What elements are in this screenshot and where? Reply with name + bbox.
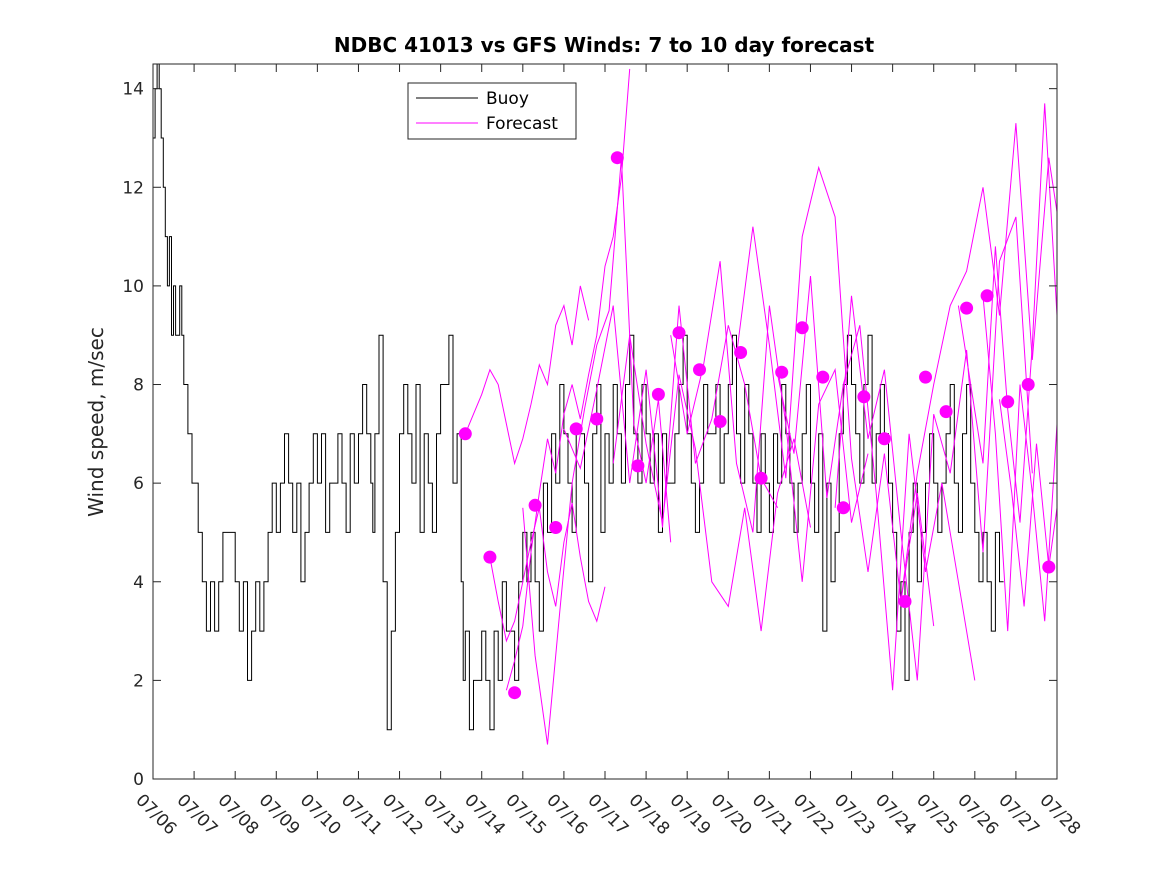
forecast-marker-point — [980, 289, 994, 303]
forecast-run-line-11 — [900, 123, 1057, 602]
forecast-run-line-5 — [563, 305, 779, 528]
y-tick-label: 4 — [133, 573, 144, 593]
forecast-marker-point — [939, 405, 953, 419]
forecast-marker-point — [1001, 395, 1015, 409]
forecast-run-line-3 — [505, 68, 631, 691]
x-tick-label: 07/24 — [871, 790, 920, 839]
x-tick-label: 07/11 — [337, 790, 386, 839]
forecast-marker-point — [569, 422, 583, 436]
x-tick-label: 07/16 — [542, 790, 591, 839]
forecast-marker-point — [508, 686, 522, 700]
x-tick-label: 07/18 — [625, 790, 674, 839]
forecast-marker-point — [877, 432, 891, 446]
forecast-run-line-2 — [489, 502, 606, 643]
data-layer — [153, 64, 1057, 745]
forecast-marker-point — [960, 301, 974, 315]
x-tick-label: 07/06 — [131, 790, 180, 839]
forecast-run-line-1 — [464, 285, 590, 466]
forecast-run-line-14 — [999, 399, 1057, 607]
buoy-series-line — [153, 64, 1004, 731]
x-tick-label: 07/23 — [830, 790, 879, 839]
chart-title: NDBC 41013 vs GFS Winds: 7 to 10 day for… — [334, 33, 875, 57]
forecast-marker-point — [754, 471, 768, 485]
plot-area: 0246810121407/0607/0707/0807/0907/1007/1… — [122, 63, 1084, 839]
forecast-marker-point — [795, 321, 809, 335]
forecast-run-line-4 — [522, 157, 672, 745]
y-tick-label: 0 — [133, 770, 144, 790]
x-tick-label: 07/26 — [953, 790, 1002, 839]
forecast-marker-point — [775, 365, 789, 379]
forecast-run-line-9 — [777, 275, 976, 691]
x-tick-label: 07/07 — [173, 790, 222, 839]
y-tick-label: 14 — [122, 80, 144, 100]
forecast-marker-point — [836, 501, 850, 515]
x-tick-label: 07/14 — [460, 790, 509, 839]
legend-label-forecast: Forecast — [486, 114, 558, 134]
x-tick-label: 07/08 — [214, 790, 263, 839]
x-tick-label: 07/27 — [994, 790, 1043, 839]
x-tick-label: 07/17 — [583, 790, 632, 839]
forecast-marker-point — [857, 390, 871, 404]
x-tick-label: 07/12 — [378, 790, 427, 839]
axes-box — [152, 63, 1058, 780]
forecast-marker-point — [734, 346, 748, 359]
forecast-marker-point — [713, 415, 727, 428]
forecast-marker-point — [483, 550, 497, 564]
x-tick-label: 07/09 — [255, 790, 304, 839]
forecast-run-line-12 — [957, 103, 1057, 523]
y-tick-label: 2 — [133, 671, 144, 691]
x-tick-label: 07/13 — [419, 790, 468, 839]
y-tick-label: 10 — [122, 277, 144, 297]
forecast-marker-point — [590, 412, 604, 426]
forecast-marker-point — [672, 326, 686, 340]
forecast-marker-point — [693, 363, 706, 377]
forecast-marker-point — [631, 459, 645, 473]
x-tick-label: 07/21 — [748, 790, 797, 839]
y-axis-title: Wind speed, m/sec — [84, 327, 108, 517]
y-tick-label: 6 — [133, 474, 144, 494]
forecast-run-line-10 — [834, 216, 1033, 681]
forecast-marker-point — [816, 370, 830, 384]
forecast-run-line-13 — [982, 295, 1057, 632]
forecast-marker-point — [549, 521, 563, 534]
x-tick-label: 07/15 — [501, 790, 550, 839]
legend-label-buoy: Buoy — [486, 89, 529, 109]
forecast-marker-point — [1021, 378, 1035, 391]
x-tick-label: 07/19 — [666, 790, 715, 839]
x-tick-label: 07/20 — [707, 790, 756, 839]
y-tick-label: 8 — [133, 376, 144, 396]
forecast-marker-point — [1042, 560, 1056, 574]
legend-box — [407, 82, 577, 140]
legend: Buoy Forecast — [407, 82, 577, 140]
forecast-marker-point — [528, 498, 542, 512]
forecast-marker-point — [458, 427, 472, 441]
forecast-marker-point — [919, 370, 932, 384]
x-tick-label: 07/10 — [296, 790, 345, 839]
y-tick-label: 12 — [122, 178, 144, 198]
x-tick-label: 07/22 — [789, 790, 838, 839]
x-tick-label: 07/28 — [1035, 790, 1084, 839]
x-tick-label: 07/25 — [912, 790, 961, 839]
forecast-run-line-6 — [612, 335, 811, 632]
forecast-marker-point — [651, 387, 665, 401]
forecast-marker-point — [898, 595, 912, 608]
forecast-marker-point — [610, 151, 624, 165]
